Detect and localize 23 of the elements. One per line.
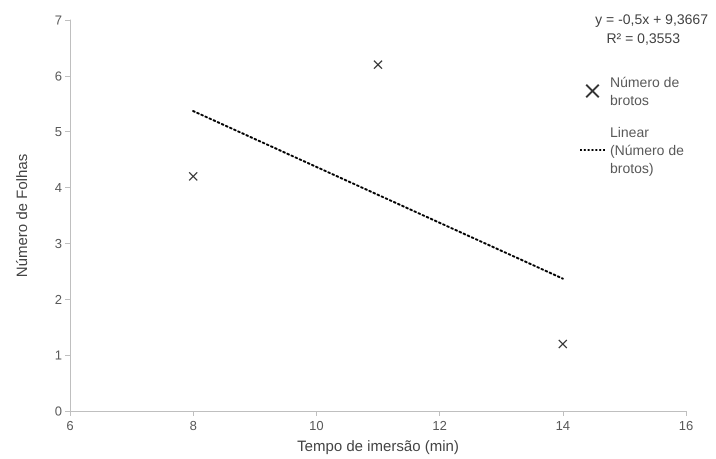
y-tick-label: 2 (54, 292, 62, 307)
y-tick-label: 0 (54, 404, 62, 418)
x-axis-title: Tempo de imersão (min) (297, 438, 459, 455)
y-tick-label: 5 (54, 124, 62, 140)
y-axis-title: Número de Folhas (14, 154, 31, 278)
annotation: R² = 0,3553 (606, 30, 680, 46)
x-tick-label: 8 (190, 418, 197, 433)
point (374, 60, 382, 70)
point (188, 172, 198, 181)
y-tick-label: 7 (54, 12, 62, 28)
x-tick-label: 16 (678, 418, 694, 433)
legend-label: Número de brotos (610, 74, 684, 108)
x-tick-label: 12 (432, 418, 447, 433)
annotation: y = -0,5x + 9,3667 (595, 11, 708, 27)
legend-label: Linear (Número de brotos) (610, 124, 688, 176)
x-tick-label: 10 (309, 418, 324, 433)
y-tick-label: 3 (54, 236, 62, 251)
y-tick-label: 1 (54, 348, 62, 363)
y-tick-label: 6 (54, 68, 62, 84)
y-tick-label: 4 (54, 180, 62, 196)
x-tick-label: 6 (66, 418, 74, 433)
x-tick-label: 14 (556, 418, 570, 433)
point (558, 339, 568, 348)
